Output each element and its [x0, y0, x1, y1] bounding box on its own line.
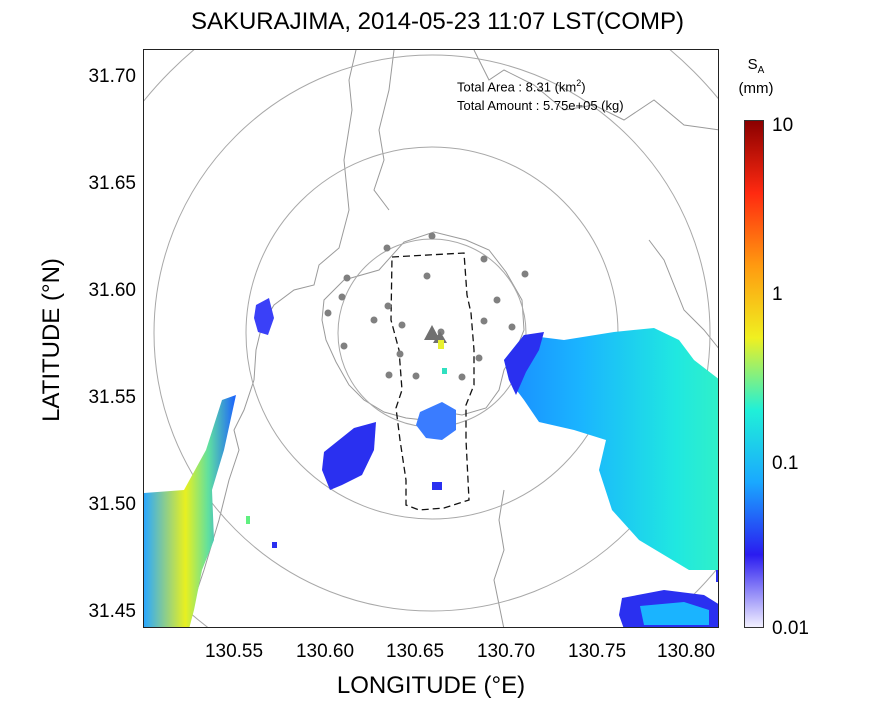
y-tick-label: 31.60: [88, 280, 136, 301]
y-tick-label: 31.65: [88, 173, 136, 194]
chart-title: SAKURAJIMA, 2014-05-23 11:07 LST(COMP): [190, 8, 685, 35]
ash-deposit-field: [144, 298, 718, 627]
y-tick-label: 31.55: [88, 387, 136, 408]
colorbar-tick-label: 10: [772, 115, 794, 136]
x-tick-label: 130.60: [295, 641, 355, 662]
x-axis-label: LONGITUDE (°E): [336, 672, 526, 699]
analysis-area-outline: [390, 252, 475, 511]
y-tick-label: 31.70: [88, 66, 136, 87]
x-tick-label: 130.65: [385, 641, 445, 662]
x-tick-label: 130.55: [204, 641, 264, 662]
colorbar-tick-label: 0.1: [772, 453, 799, 474]
x-tick-label: 130.70: [476, 641, 536, 662]
map-plot-area[interactable]: [143, 49, 719, 628]
colorbar: [744, 120, 764, 628]
x-tick-label: 130.75: [567, 641, 627, 662]
stats-annotation: Total Area : 8.31 (km2) Total Amount : 5…: [457, 74, 624, 115]
colorbar-title: SA (mm): [738, 56, 774, 97]
total-amount-text: Total Amount : 5.75e+05 (kg): [457, 98, 624, 114]
colorbar-tick-label: 1: [772, 284, 783, 305]
y-tick-label: 31.50: [88, 494, 136, 515]
x-tick-label: 130.80: [656, 641, 716, 662]
colorbar-tick-label: 0.01: [772, 618, 809, 639]
total-area-text: Total Area : 8.31 (km2): [457, 78, 586, 95]
map-canvas: [144, 50, 718, 627]
y-tick-label: 31.45: [88, 601, 136, 622]
sakurajima-coastline: [321, 231, 525, 421]
